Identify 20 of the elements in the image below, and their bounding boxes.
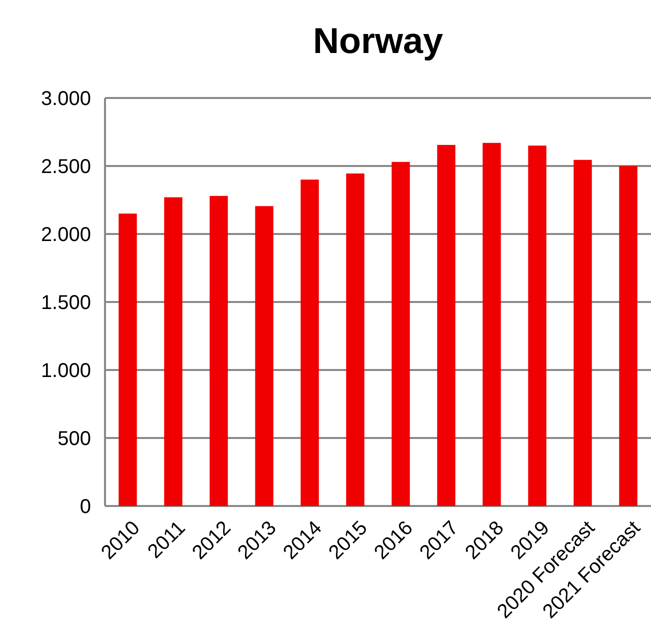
y-tick-label: 2.000 bbox=[40, 224, 91, 246]
bar bbox=[437, 144, 456, 506]
bar bbox=[392, 162, 410, 506]
bar bbox=[255, 206, 274, 506]
y-tick-label: 1.000 bbox=[40, 360, 91, 382]
bar bbox=[619, 166, 638, 506]
bar bbox=[164, 197, 182, 506]
y-tick-label: 1.500 bbox=[40, 292, 91, 314]
y-tick-label: 2.500 bbox=[40, 156, 91, 178]
y-tick-label: 3.000 bbox=[40, 88, 91, 110]
bar bbox=[574, 160, 592, 506]
bar bbox=[118, 214, 137, 506]
bar bbox=[210, 196, 228, 506]
bar bbox=[300, 180, 319, 506]
y-tick-label: 500 bbox=[58, 428, 91, 450]
bar bbox=[346, 173, 364, 506]
y-tick-label: 0 bbox=[80, 496, 91, 518]
chart-title: Norway bbox=[312, 20, 444, 61]
bar bbox=[528, 146, 546, 506]
bar bbox=[482, 142, 501, 506]
